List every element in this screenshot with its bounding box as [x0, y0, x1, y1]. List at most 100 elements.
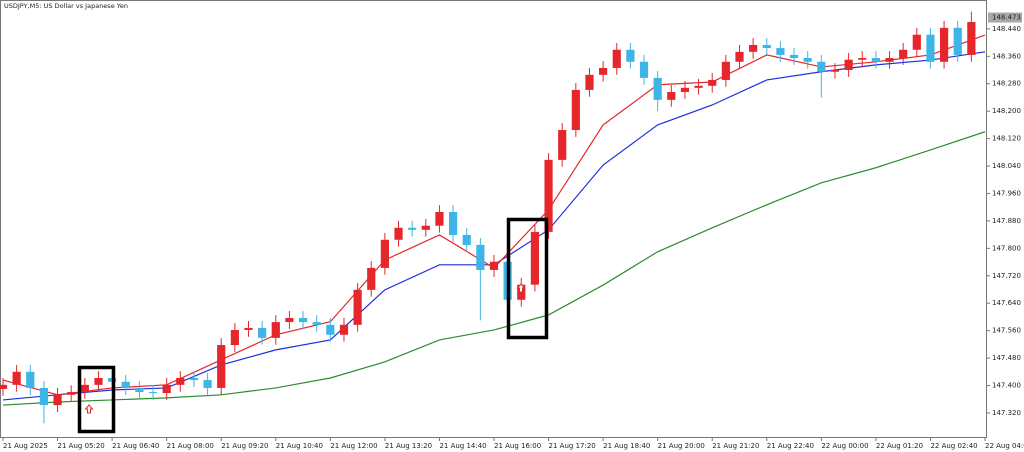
y-tick-label: 148.200: [992, 107, 1021, 115]
candle-body: [339, 324, 349, 335]
buy-arrow: [84, 404, 94, 414]
candle-body: [667, 91, 676, 100]
candle-body: [135, 387, 144, 393]
y-tick-label: 148.280: [992, 80, 1021, 88]
y-tick-label: 147.720: [992, 272, 1021, 280]
y-tick-label: 147.560: [992, 327, 1021, 335]
candle-body: [298, 317, 308, 323]
chart-title: USDJPY,M5: US Dollar vs Japanese Yen: [4, 2, 128, 10]
highlight-box: [77, 365, 116, 434]
last-price-label: 148.473: [992, 14, 1021, 22]
x-tick-label: 21 Aug 2025: [3, 442, 48, 450]
candle-body: [271, 322, 280, 338]
candle-body: [599, 67, 608, 75]
x-tick-label: 21 Aug 05:20: [58, 442, 105, 450]
candle-body: [312, 322, 321, 325]
candle-body: [476, 244, 485, 270]
candle-body: [94, 377, 103, 385]
candle-body: [0, 384, 8, 389]
moving-average: [2, 51, 986, 401]
y-tick-label: 147.480: [992, 354, 1021, 362]
x-tick-label: 21 Aug 20:00: [658, 442, 705, 450]
candle-body: [394, 227, 403, 240]
last-price-box: [988, 12, 1022, 23]
x-tick-label: 21 Aug 06:40: [112, 442, 159, 450]
candle-body: [189, 377, 199, 381]
y-tick-label: 147.320: [992, 409, 1021, 417]
candle-body: [653, 77, 662, 100]
x-tick-label: 21 Aug 12:00: [330, 442, 377, 450]
candle-body: [367, 267, 376, 290]
candle-body: [421, 225, 430, 230]
candle-body: [489, 261, 499, 270]
highlight-box: [506, 217, 549, 340]
candle-body: [749, 44, 758, 52]
candle-body: [244, 327, 253, 330]
candle-body: [53, 394, 62, 406]
x-tick-label: 22 Aug 00:00: [821, 442, 868, 450]
candle-body: [817, 61, 826, 72]
candle-body: [121, 381, 130, 388]
candle-body: [162, 384, 171, 394]
candle-body: [612, 49, 621, 68]
x-tick-label: 21 Aug 09:20: [221, 442, 268, 450]
candle-body: [735, 51, 744, 62]
candle-body: [871, 58, 880, 62]
candle-body: [26, 371, 35, 388]
candle-body: [258, 327, 267, 338]
candle-body: [230, 329, 239, 346]
candle-body: [626, 49, 635, 62]
candle-body: [176, 377, 185, 385]
x-tick-label: 22 Aug 01:20: [876, 442, 923, 450]
x-tick-label: 21 Aug 10:40: [276, 442, 323, 450]
candle-body: [939, 27, 949, 62]
candle-body: [67, 392, 76, 395]
x-tick-label: 21 Aug 08:00: [167, 442, 214, 450]
candle-body: [708, 79, 717, 86]
candle-body: [285, 317, 294, 323]
x-tick-label: 21 Aug 21:20: [712, 442, 759, 450]
candle-body: [762, 44, 771, 49]
candle-body: [217, 345, 226, 388]
candle-body: [530, 231, 540, 285]
plot-frame: [0, 0, 987, 438]
moving-average: [2, 34, 986, 396]
candle-body: [462, 234, 471, 245]
y-tick-label: 147.880: [992, 217, 1021, 225]
y-tick-label: 148.440: [992, 25, 1021, 33]
candle-body: [80, 384, 89, 393]
candle-body: [148, 392, 158, 394]
candle-body: [639, 61, 649, 78]
candle-body: [803, 58, 812, 62]
y-tick-label: 147.960: [992, 189, 1021, 197]
candle-body: [776, 48, 785, 55]
candle-body: [844, 59, 853, 71]
candle-body: [694, 85, 703, 88]
x-tick-label: 22 Aug 02:40: [930, 442, 977, 450]
candle-body: [380, 239, 389, 268]
y-tick-label: 148.360: [992, 52, 1021, 60]
candle-body: [680, 87, 690, 92]
candle-body: [885, 58, 894, 62]
candle-body: [408, 227, 417, 230]
candle-body: [326, 324, 335, 335]
candle-body: [585, 74, 594, 90]
y-tick-label: 147.400: [992, 382, 1021, 390]
candle-body: [571, 89, 580, 131]
buy-arrow: [516, 283, 526, 293]
y-tick-label: 148.040: [992, 162, 1021, 170]
x-tick-label: 21 Aug 22:40: [767, 442, 814, 450]
candle-body: [789, 54, 799, 59]
y-tick-label: 147.800: [992, 244, 1021, 252]
candle-body: [830, 70, 840, 72]
x-tick-label: 21 Aug 17:20: [549, 442, 596, 450]
candle-body: [203, 380, 212, 388]
candle-body: [448, 211, 458, 235]
candle-body: [858, 58, 867, 60]
x-tick-label: 21 Aug 13:20: [385, 442, 432, 450]
candle-body: [558, 130, 567, 160]
candle-body: [544, 159, 553, 232]
y-tick-label: 148.120: [992, 135, 1021, 143]
candle-body: [926, 34, 935, 62]
